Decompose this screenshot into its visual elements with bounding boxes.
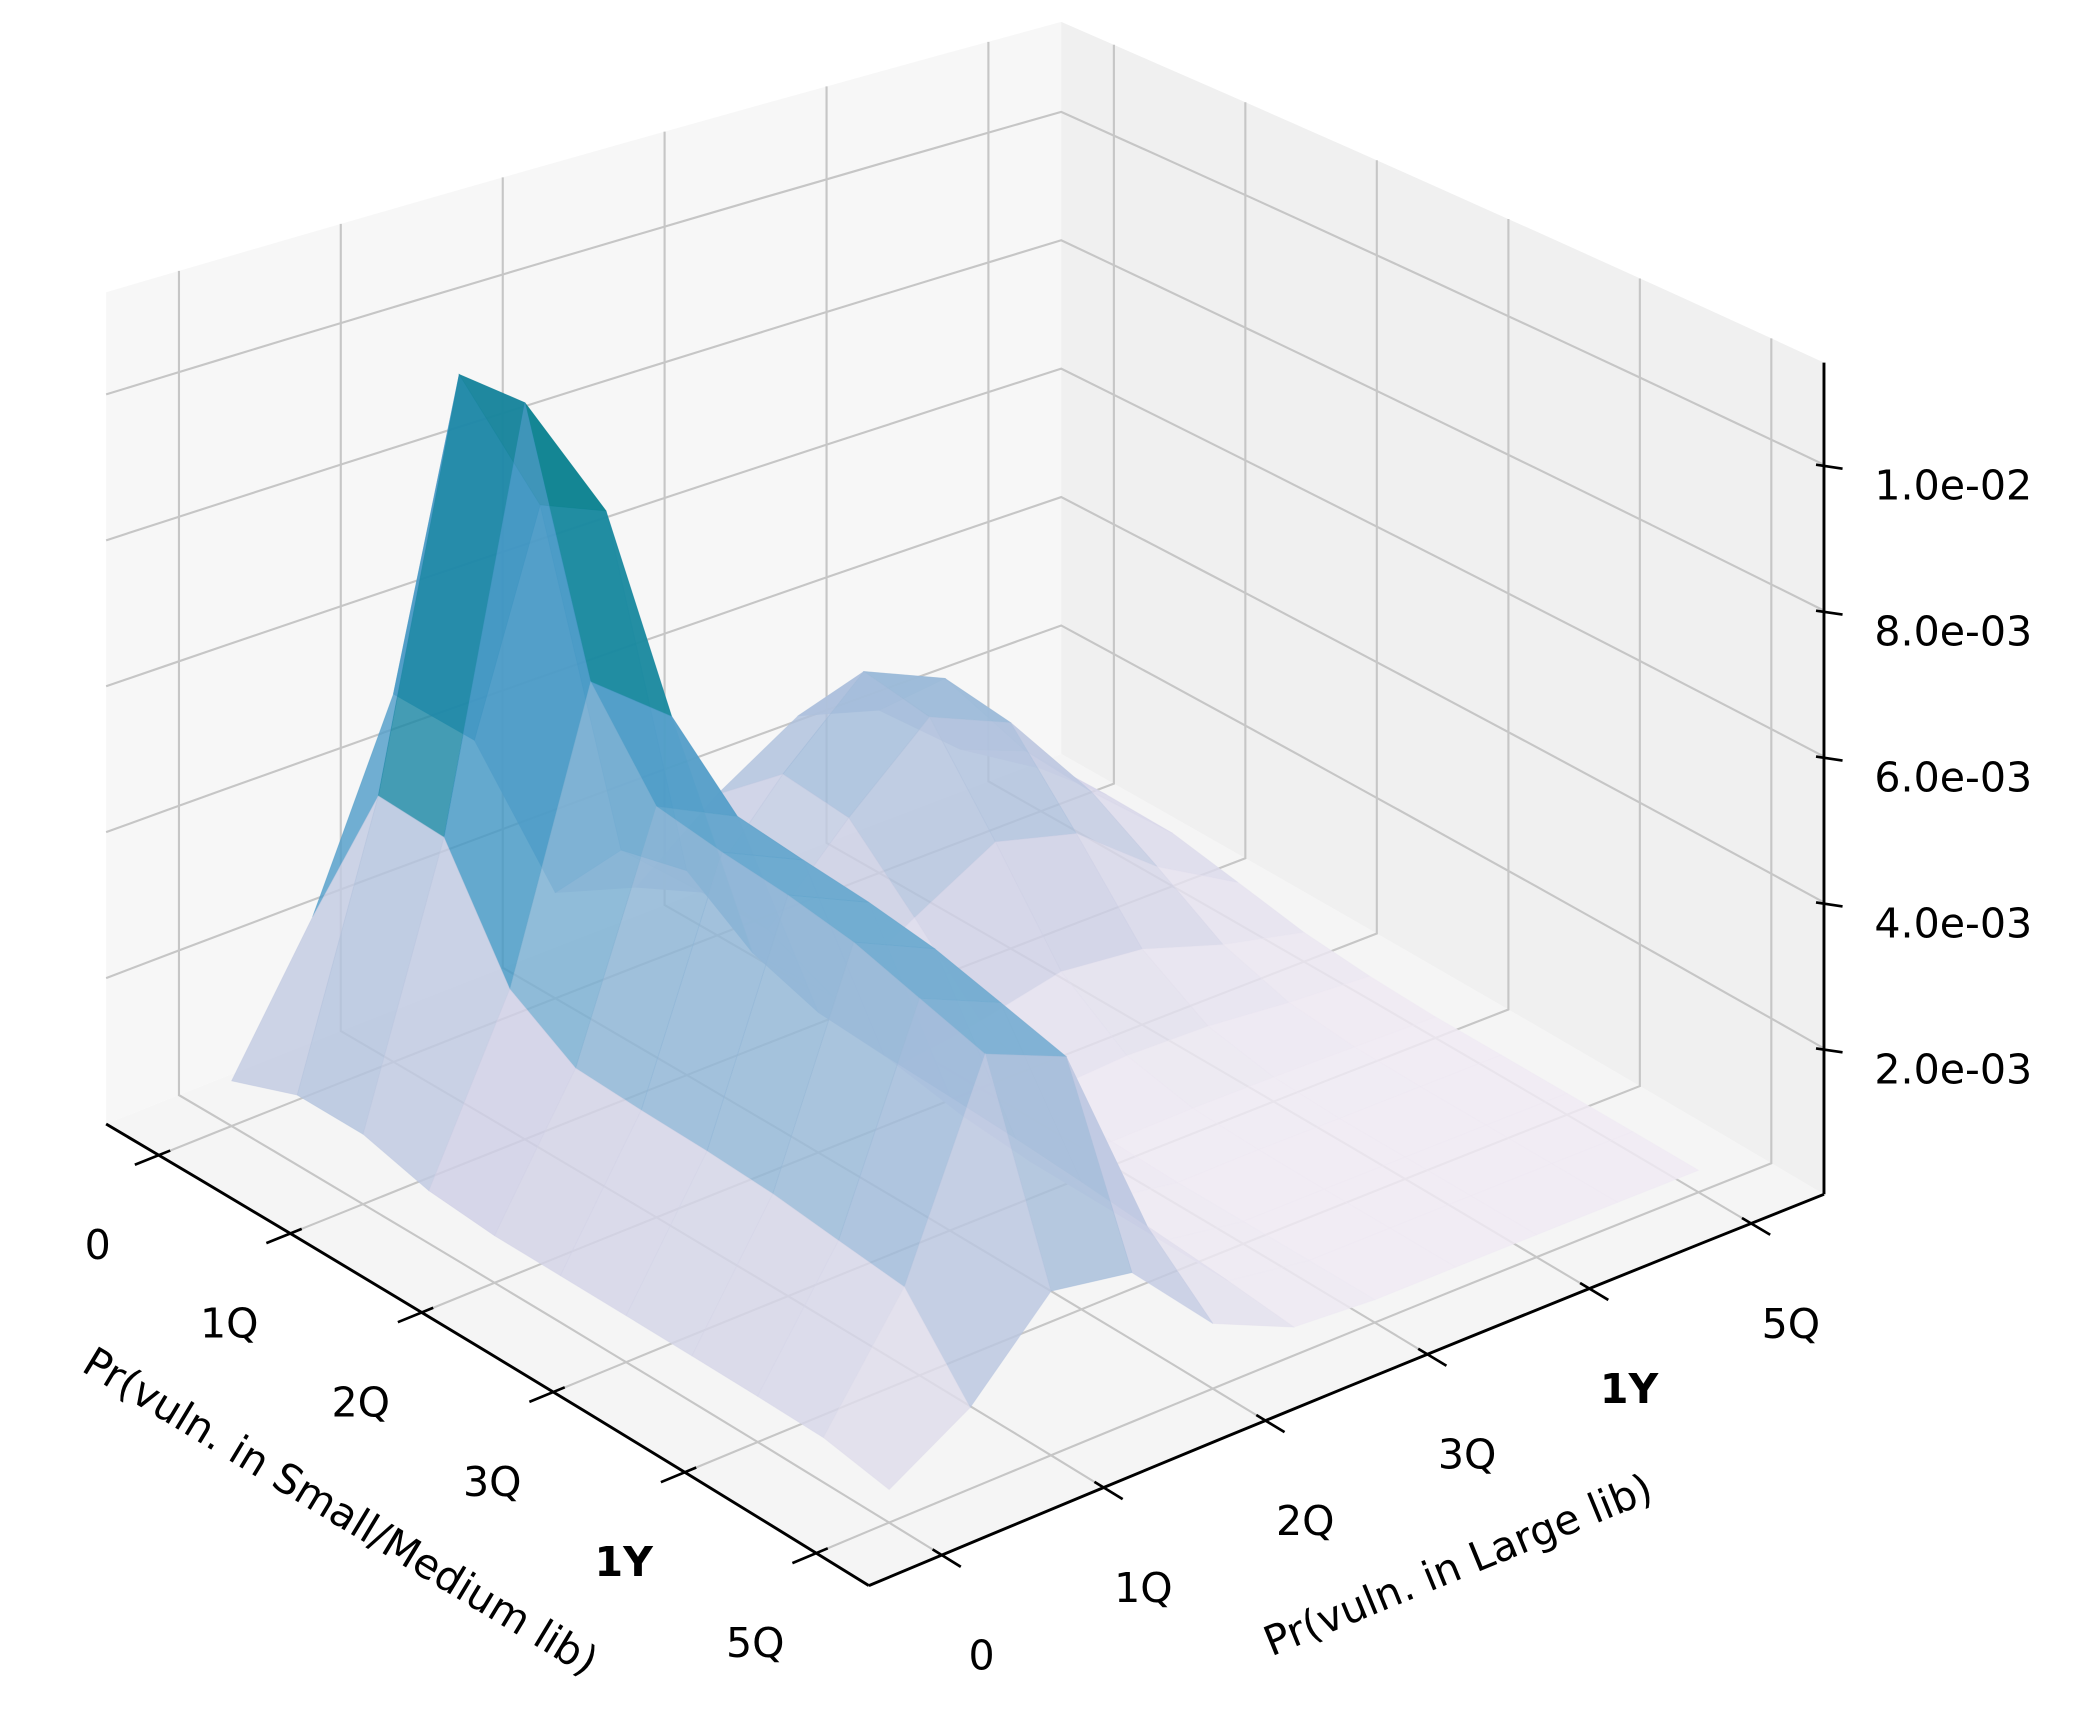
z-tick (1815, 1047, 1843, 1054)
y-tick-label: 1Y (1600, 1365, 1660, 1413)
grid-line (105, 110, 1825, 466)
z-tick-label: 6.0e-03 (1874, 753, 2032, 801)
x-tick (134, 1149, 171, 1166)
y-tick-label: 3Q (1438, 1431, 1497, 1479)
surface (231, 373, 1700, 1491)
y-tick-label: 0 (968, 1632, 994, 1680)
grid-line (177, 270, 943, 1556)
y-tick-label: 1Q (1114, 1564, 1173, 1612)
y-tick (1093, 1480, 1124, 1501)
z-tick (1815, 609, 1843, 616)
grid-line (815, 338, 1773, 1555)
y-tick (1255, 1413, 1286, 1434)
z-tick (1815, 755, 1843, 762)
x-axis-line (105, 1122, 870, 1587)
y-tick-label: 5Q (1762, 1300, 1821, 1348)
y-tick (931, 1548, 962, 1568)
surface-cell (822, 1286, 971, 1491)
x-tick (791, 1547, 829, 1565)
z-tick-label: 4.0e-03 (1874, 899, 2032, 947)
z-tick-label: 1.0e-02 (1874, 462, 2032, 510)
x-tick-label: 0 (85, 1221, 111, 1269)
x-tick (660, 1466, 697, 1484)
x-tick (265, 1227, 303, 1245)
x-tick-label: 3Q (463, 1458, 522, 1506)
x-tick-label: 1Y (595, 1538, 655, 1586)
y-tick (1417, 1347, 1448, 1367)
z-tick-label: 8.0e-03 (1874, 608, 2032, 656)
x-tick-label: 2Q (331, 1378, 390, 1426)
z-tick-label: 2.0e-03 (1874, 1045, 2032, 1093)
z-tick (1815, 463, 1843, 471)
y-tick (1741, 1216, 1771, 1236)
y-tick (1579, 1281, 1610, 1302)
y-tick-label: 2Q (1276, 1497, 1335, 1545)
x-tick-label: 1Q (200, 1299, 259, 1347)
right-pane (1061, 21, 1824, 1195)
y-axis-label: Pr(vuln. in Large lib) (1257, 1464, 1659, 1666)
y-axis-line (868, 1192, 1825, 1587)
grid-line (105, 239, 1825, 612)
x-tick (528, 1386, 566, 1404)
x-tick (397, 1306, 434, 1324)
z-tick (1815, 901, 1843, 908)
x-tick-label: 5Q (726, 1619, 785, 1667)
